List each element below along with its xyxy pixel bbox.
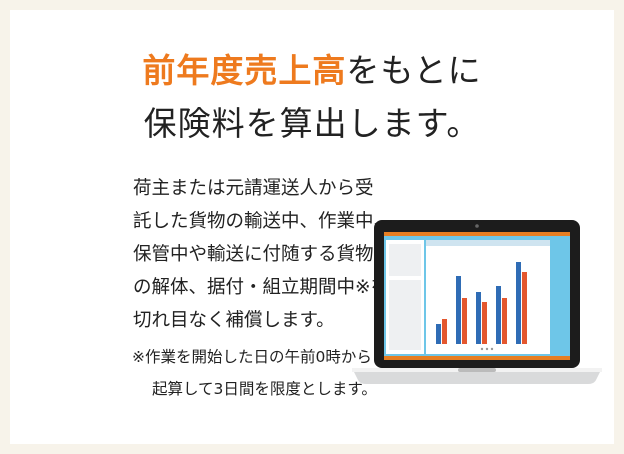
- laptop-illustration: [350, 218, 606, 388]
- note-line: ※作業を開始した日の午前0時から: [132, 345, 372, 367]
- page: 前年度売上高をもとに 保険料を算出します。 荷主または元請運送人から受 託した貨…: [0, 0, 624, 454]
- body-line: 保管中や輸送に付随する貨物: [133, 240, 374, 266]
- body-line: 荷主または元請運送人から受: [133, 174, 374, 200]
- heading-line2: 保険料を算出します。: [0, 97, 624, 145]
- heading-highlight: 前年度売上高: [142, 51, 346, 90]
- note-line: 起算して3日間を限度とします。: [152, 377, 377, 399]
- heading-rest: をもとに: [346, 51, 481, 90]
- body-line: 切れ目なく補償します。: [133, 306, 335, 332]
- heading-line1: 前年度売上高をもとに: [0, 44, 624, 92]
